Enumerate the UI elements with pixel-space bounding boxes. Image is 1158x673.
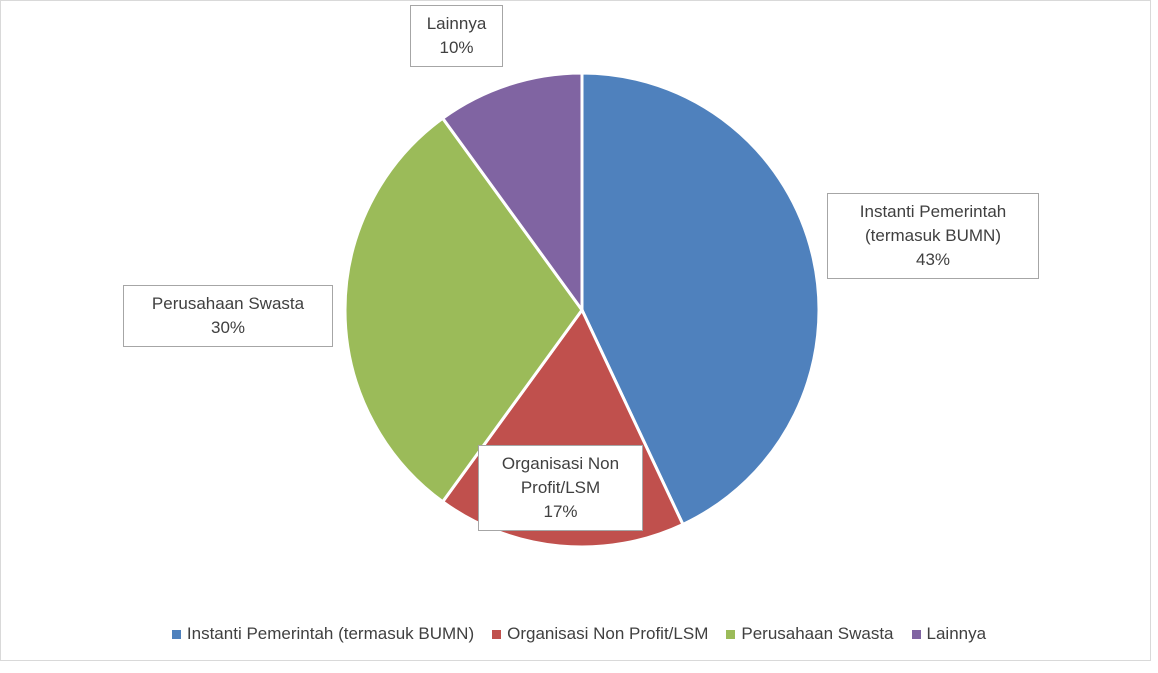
legend-item: Perusahaan Swasta: [726, 624, 894, 644]
data-label-value: 17%: [543, 502, 578, 521]
legend-item: Lainnya: [911, 624, 987, 644]
pie-slice: [580, 71, 821, 527]
legend-item: Instanti Pemerintah (termasuk BUMN): [171, 624, 475, 644]
legend-swatch: [911, 629, 921, 639]
legend-label: Perusahaan Swasta: [741, 624, 894, 643]
legend-swatch: [726, 629, 736, 639]
data-label-category: Lainnya: [426, 14, 487, 33]
data-label-value: 30%: [210, 318, 246, 337]
legend-label: Instanti Pemerintah (termasuk BUMN): [186, 624, 475, 643]
data-label: Lainnya 10%: [410, 5, 503, 67]
data-label-category: Perusahaan Swasta: [151, 294, 305, 313]
data-label-category: Instanti Pemerintah (termasuk BUMN): [859, 202, 1007, 245]
data-label-value: 43%: [915, 250, 951, 269]
legend-label: Organisasi Non Profit/LSM: [507, 624, 709, 643]
legend-item: Organisasi Non Profit/LSM: [492, 624, 708, 644]
legend-label: Lainnya: [926, 624, 987, 643]
data-label-category: Organisasi Non Profit/LSM: [501, 454, 620, 497]
legend-swatch: [492, 629, 502, 639]
chart-border: [0, 0, 1151, 661]
data-label-value: 10%: [439, 38, 474, 57]
legend: Instanti Pemerintah (termasuk BUMN) Organ…: [0, 624, 1158, 644]
data-label: Instanti Pemerintah (termasuk BUMN) 43%: [827, 193, 1039, 279]
data-label: Perusahaan Swasta 30%: [123, 285, 333, 347]
data-label: Organisasi Non Profit/LSM 17%: [478, 445, 643, 531]
legend-swatch: [171, 629, 181, 639]
pie-slice: [440, 71, 584, 315]
pie-slice: [343, 116, 584, 504]
